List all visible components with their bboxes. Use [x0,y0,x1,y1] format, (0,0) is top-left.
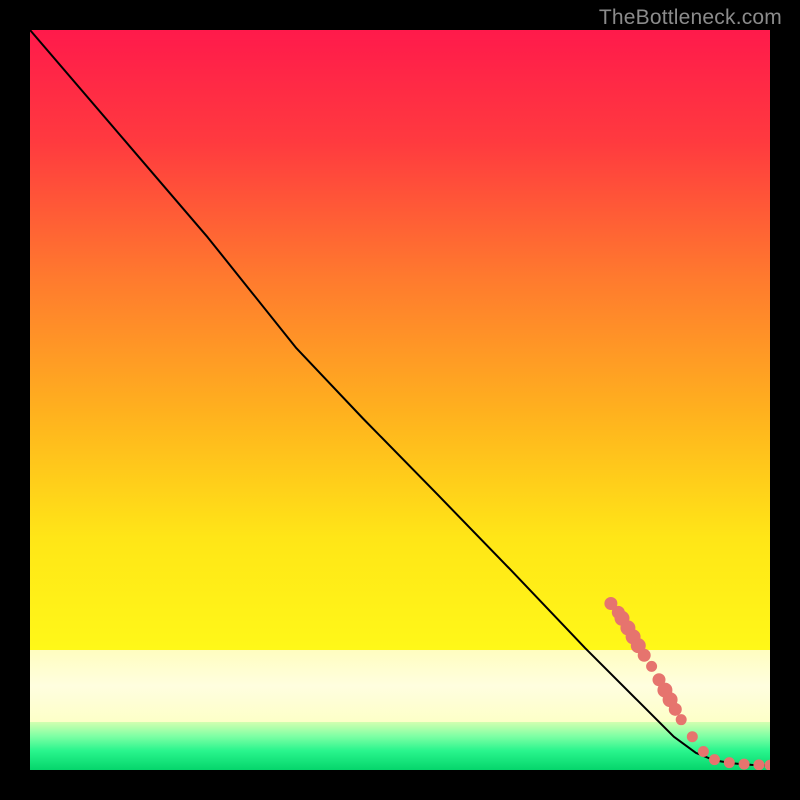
scatter-point [638,649,650,661]
scatter-point [669,703,681,715]
watermark-text: TheBottleneck.com [599,6,782,30]
scatter-point [698,747,708,757]
chart-root: TheBottleneck.com [0,0,800,800]
scatter-markers [30,30,770,770]
scatter-point [765,760,770,770]
scatter-point [687,732,697,742]
scatter-point [724,758,734,768]
scatter-point [647,661,657,671]
scatter-point [739,759,749,769]
scatter-point [710,755,720,765]
scatter-point [754,760,764,770]
plot-area [30,30,770,770]
scatter-point [676,715,686,725]
